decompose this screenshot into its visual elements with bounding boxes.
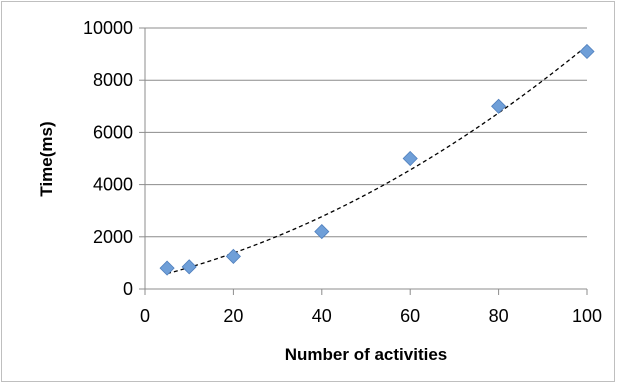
data-point: [402, 150, 418, 167]
axes: [139, 27, 588, 295]
x-tick-label: 0: [140, 306, 150, 326]
trendline-layer: [166, 45, 588, 275]
x-tick-label: 100: [572, 306, 602, 326]
y-tick-label: 6000: [93, 122, 133, 142]
x-tick-label: 20: [223, 306, 243, 326]
y-tick-label: 2000: [93, 227, 133, 247]
gridlines: [145, 27, 587, 238]
y-axis-title: Time(ms): [37, 121, 56, 196]
y-tick-label: 4000: [93, 175, 133, 195]
data-point: [579, 43, 595, 60]
x-axis-title: Number of activities: [285, 345, 448, 364]
y-tick-label: 8000: [93, 70, 133, 90]
y-tick-label: 0: [123, 279, 133, 299]
x-tick-labels: 0 20 40 60 80 100: [140, 306, 602, 326]
x-tick-label: 40: [312, 306, 332, 326]
data-point: [159, 260, 175, 276]
data-point: [225, 248, 241, 264]
y-tick-label: 10000: [83, 18, 133, 38]
x-tick-label: 60: [400, 306, 420, 326]
trendline: [166, 45, 588, 275]
data-points: [159, 43, 595, 276]
y-tick-labels: 0 2000 4000 6000 8000 10000: [83, 18, 133, 299]
data-point: [181, 259, 197, 275]
x-tick-label: 80: [489, 306, 509, 326]
data-point: [491, 98, 507, 114]
data-point: [314, 224, 330, 240]
